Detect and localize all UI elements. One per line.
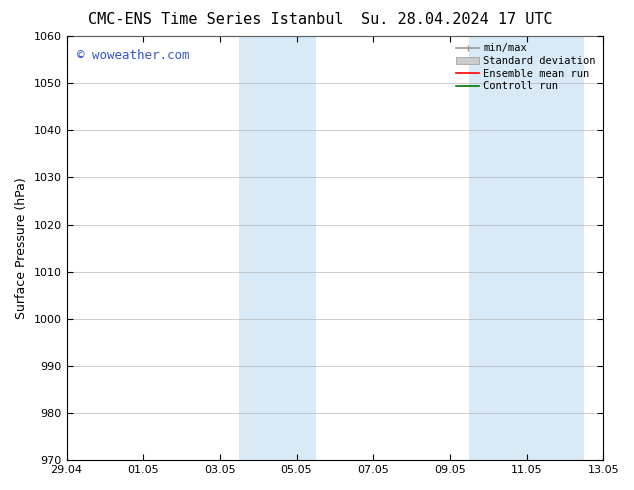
Text: CMC-ENS Time Series Istanbul: CMC-ENS Time Series Istanbul — [88, 12, 343, 27]
Text: Su. 28.04.2024 17 UTC: Su. 28.04.2024 17 UTC — [361, 12, 552, 27]
Text: © woweather.com: © woweather.com — [77, 49, 190, 62]
Y-axis label: Surface Pressure (hPa): Surface Pressure (hPa) — [15, 177, 28, 319]
Bar — [469, 36, 584, 460]
Bar — [239, 36, 316, 460]
Legend: min/max, Standard deviation, Ensemble mean run, Controll run: min/max, Standard deviation, Ensemble me… — [454, 41, 598, 93]
